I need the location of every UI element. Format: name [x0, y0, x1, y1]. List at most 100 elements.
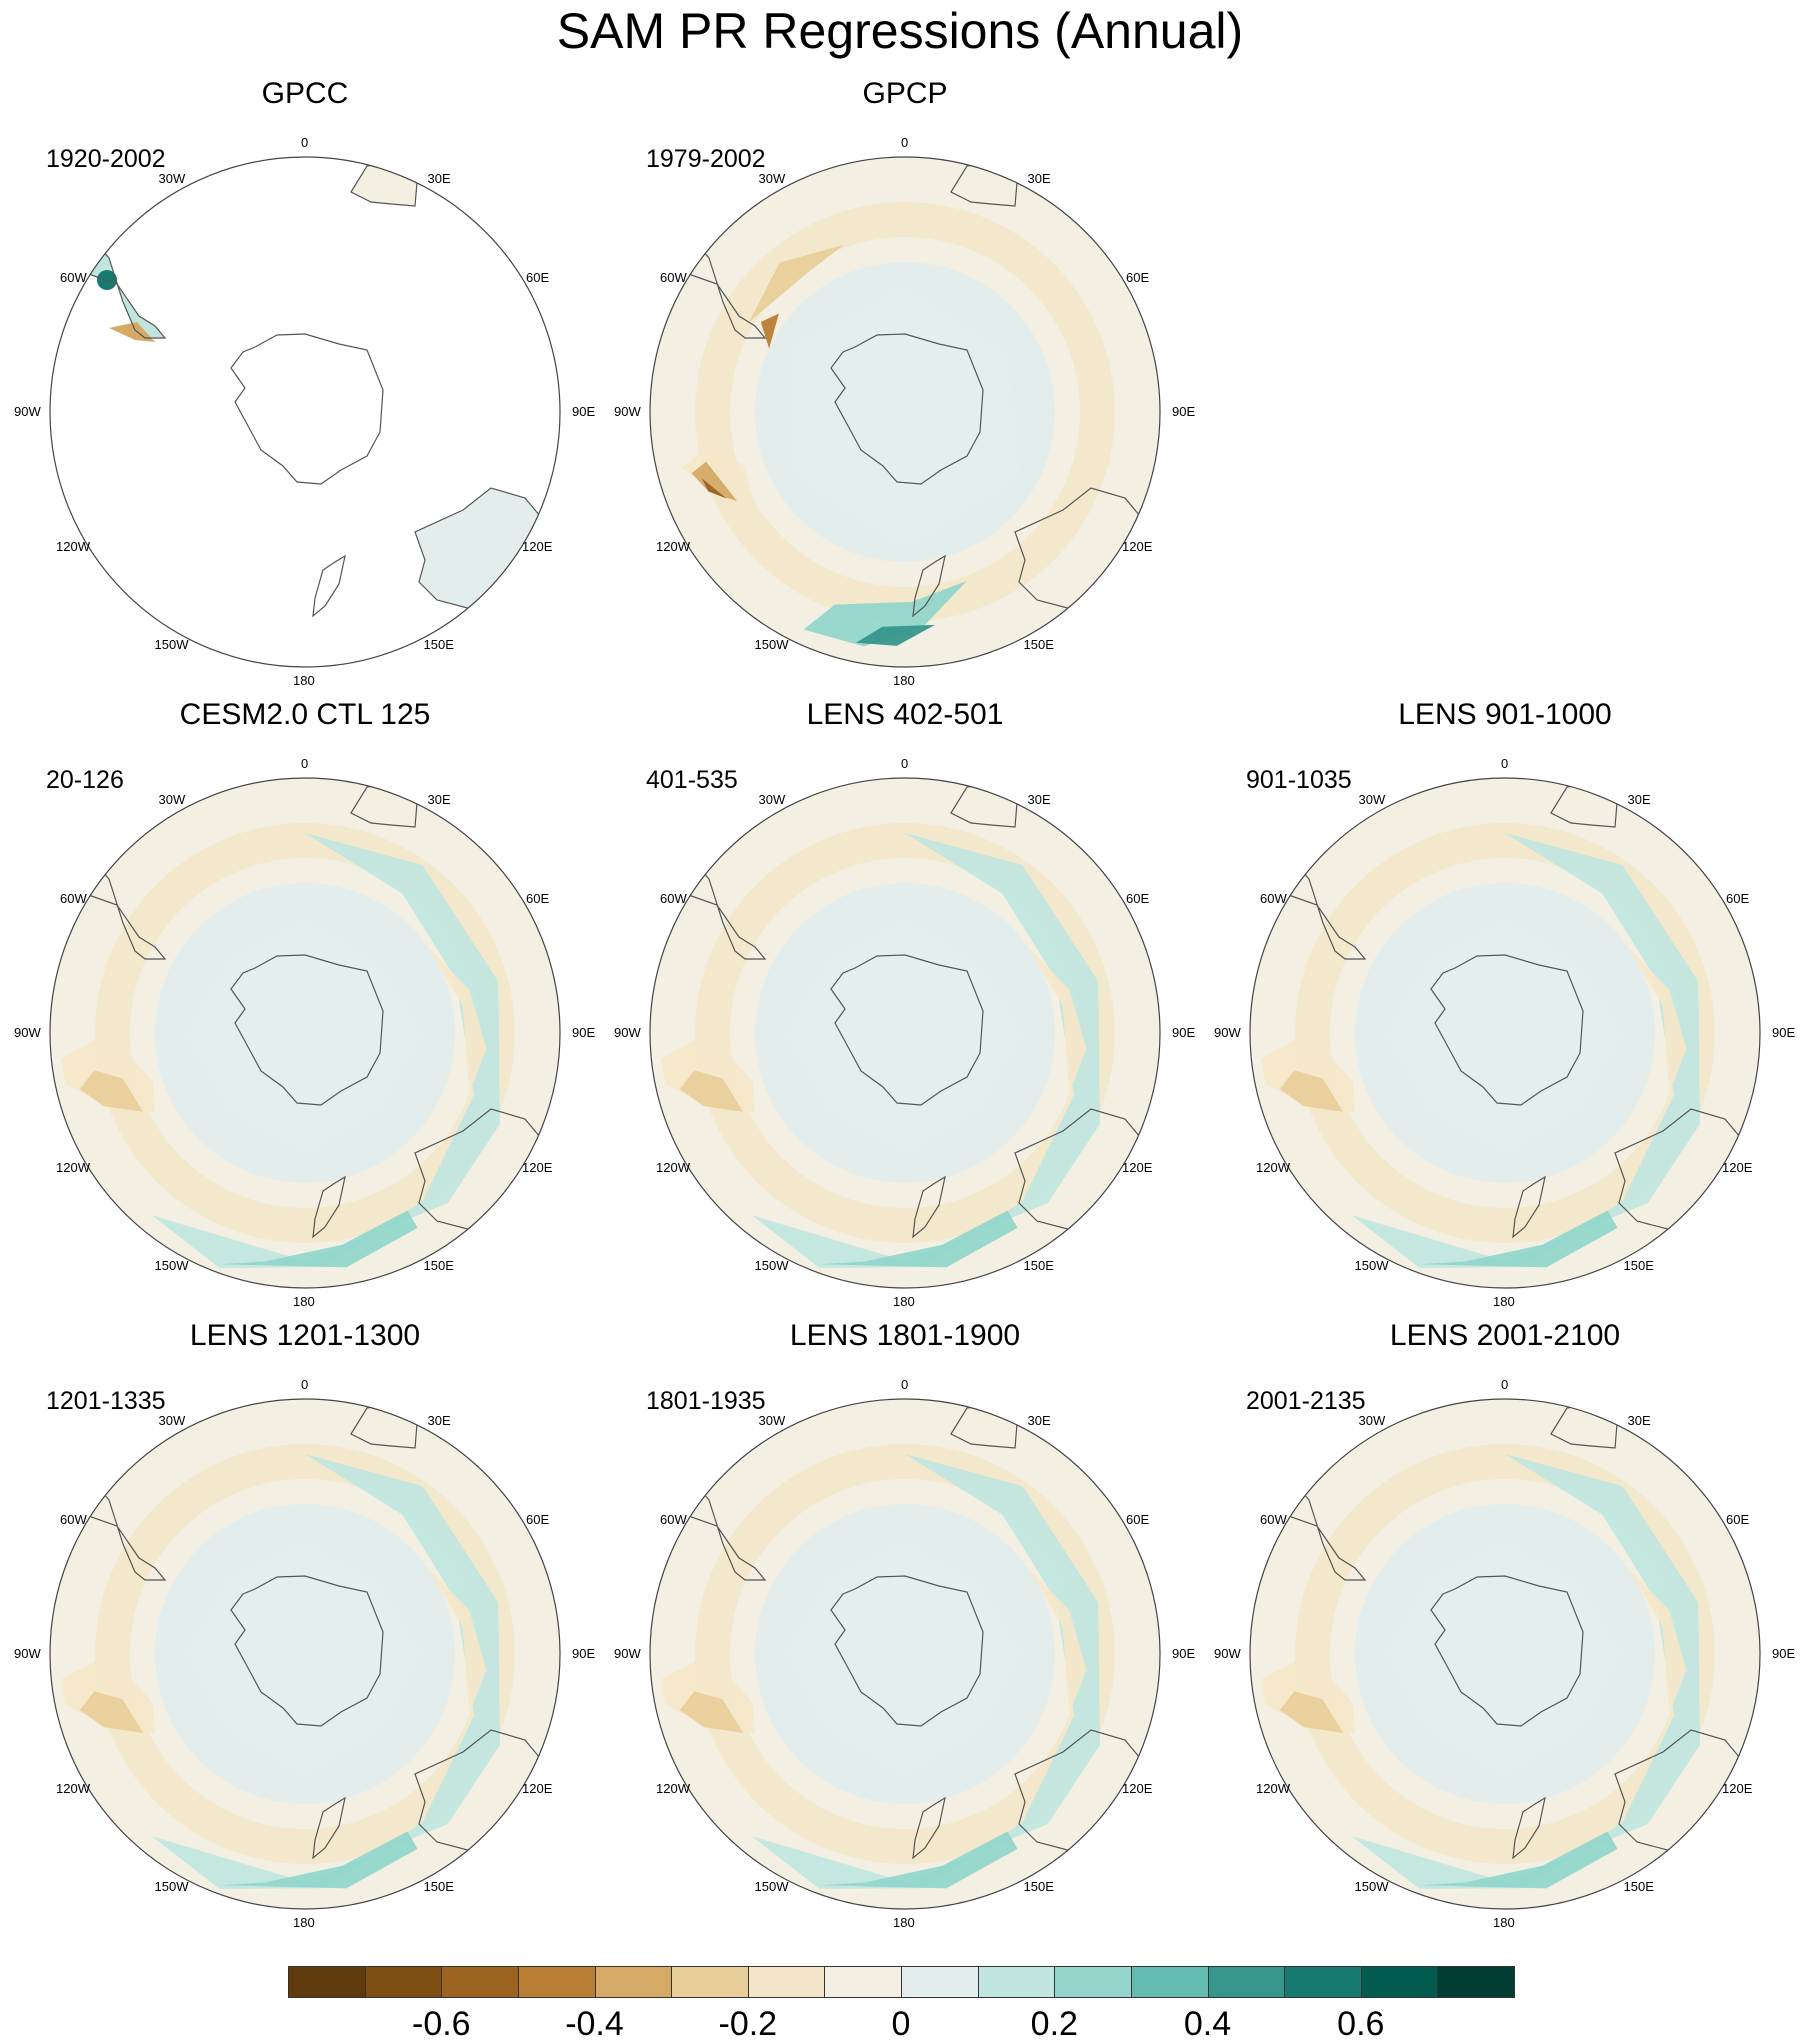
longitude-label: 30E — [427, 171, 451, 186]
longitude-label: 60W — [60, 1511, 87, 1527]
field-anomaly-1 — [783, 1539, 1025, 1779]
colorbar-swatch — [977, 1966, 1056, 1998]
longitude-label: 90E — [1772, 1646, 1796, 1661]
longitude-label: 60E — [1726, 1511, 1750, 1527]
antarctica-coastline — [230, 1575, 384, 1727]
longitude-label: 150E — [423, 1879, 454, 1894]
new-zealand-coastline — [912, 1796, 946, 1860]
longitude-label: 30W — [758, 171, 786, 186]
map-boundary — [1249, 1398, 1761, 1910]
longitude-label: 90W — [14, 404, 41, 419]
south-america-coastline — [1271, 1485, 1367, 1581]
colorbar-swatch — [288, 1966, 366, 1998]
longitude-label: 60E — [1126, 1511, 1150, 1527]
new-zealand-coastline — [1512, 1175, 1546, 1239]
colorbar-swatch — [1284, 1966, 1362, 1998]
field-anomaly-3 — [79, 1070, 144, 1112]
longitude-label: 30E — [1027, 171, 1051, 186]
panel-title: LENS 2001-2100 — [1389, 1319, 1621, 1352]
longitude-label: 150E — [423, 637, 454, 652]
longitude-label: 120E — [1122, 1159, 1153, 1175]
field-anomaly-4 — [220, 1831, 418, 1889]
polar-map — [649, 1398, 1161, 1910]
field-anomaly-1 — [681, 446, 754, 500]
map-panel: LENS 1801-1900 1801-1935 0 30E 60E 90E 120E 150… — [600, 1318, 1200, 1930]
longitude-label: 90E — [1172, 1646, 1196, 1661]
map-boundary — [49, 156, 561, 668]
panel-title: GPCP — [862, 77, 948, 110]
longitude-label: 180 — [893, 673, 915, 688]
colorbar-tick-label: -0.2 — [718, 2005, 778, 2043]
longitude-label: 120W — [656, 538, 690, 554]
map-boundary — [49, 777, 561, 1289]
south-america-coastline — [671, 243, 767, 339]
colorbar-tick-label: 0.6 — [1337, 2005, 1385, 2043]
field-anomaly-5 — [1627, 947, 1687, 1093]
colorbar-swatch — [1130, 1966, 1209, 1998]
longitude-label: 30E — [1027, 792, 1051, 807]
map-panel: LENS 2001-2100 2001-2135 0 30E 60E 90E 120E 150… — [1200, 1318, 1800, 1930]
panel-title: LENS 901-1000 — [1398, 698, 1612, 731]
longitude-label: 120W — [1256, 1780, 1290, 1796]
panel-period: 401-535 — [646, 766, 738, 794]
longitude-label: 60E — [1726, 890, 1750, 906]
longitude-label: 30W — [158, 1413, 186, 1428]
south-america-coastline — [1271, 864, 1367, 960]
polar-map — [49, 156, 561, 668]
new-zealand-coastline — [1512, 1796, 1546, 1860]
longitude-label: 0 — [301, 1377, 309, 1392]
longitude-label: 60W — [1260, 890, 1287, 906]
polar-map — [49, 1398, 561, 1910]
polar-map — [649, 156, 1161, 668]
colorbar-swatch — [1360, 1966, 1439, 1998]
africa-coastline — [350, 1399, 420, 1449]
antarctica-coastline — [830, 333, 984, 485]
field-anomaly-4 — [820, 1831, 1018, 1889]
land-anomaly-africa — [351, 158, 419, 206]
longitude-label: 120E — [1122, 538, 1153, 554]
longitude-label: 120W — [56, 538, 90, 554]
longitude-label: 150E — [1023, 1879, 1054, 1894]
field-anomaly-1 — [1383, 918, 1625, 1158]
longitude-label: 120E — [522, 538, 553, 554]
longitude-label: 60E — [1126, 890, 1150, 906]
longitude-label: 120W — [1256, 1159, 1290, 1175]
antarctica-coastline — [830, 1575, 984, 1727]
field-anomaly-1 — [183, 1539, 425, 1779]
polar-map — [649, 777, 1161, 1289]
longitude-label: 180 — [293, 1915, 315, 1930]
longitude-label: 90W — [1214, 1025, 1241, 1040]
field-anomaly-4 — [220, 1210, 418, 1268]
polar-map — [1249, 777, 1761, 1289]
longitude-label: 60E — [526, 890, 550, 906]
longitude-label: 120W — [56, 1780, 90, 1796]
polar-map — [1249, 1398, 1761, 1910]
longitude-label: 60E — [1126, 269, 1150, 285]
new-zealand-coastline — [312, 1796, 346, 1860]
africa-coastline — [950, 1399, 1020, 1449]
longitude-label: 90E — [572, 404, 596, 419]
longitude-label: 150E — [1623, 1879, 1654, 1894]
polar-map — [49, 777, 561, 1289]
longitude-label: 180 — [293, 673, 315, 688]
longitude-label: 180 — [893, 1915, 915, 1930]
colorbar — [288, 1966, 1515, 2000]
field-anomaly-4 — [820, 1210, 1018, 1268]
panel-period: 1979-2002 — [646, 145, 766, 173]
longitude-label: 150W — [754, 637, 789, 652]
field-anomaly-5 — [855, 624, 935, 646]
field-anomaly-5 — [1027, 947, 1087, 1093]
antarctica-coastline — [1430, 954, 1584, 1106]
colorbar-swatch — [1207, 1966, 1286, 1998]
colorbar-swatch — [824, 1966, 902, 1998]
longitude-label: 180 — [893, 1294, 915, 1309]
map-boundary — [49, 1398, 561, 1910]
field-anomaly-3 — [1279, 1691, 1344, 1733]
longitude-label: 60W — [660, 1511, 687, 1527]
map-panel: GPCP 1979-2002 0 30E 60E 90E 120E 150E 180 150W 12… — [600, 76, 1200, 688]
longitude-label: 90E — [1172, 1025, 1196, 1040]
africa-coastline — [1550, 778, 1620, 828]
longitude-label: 150E — [1623, 1258, 1654, 1273]
field-anomaly-1 — [783, 918, 1025, 1158]
field-anomaly-4 — [803, 581, 967, 647]
